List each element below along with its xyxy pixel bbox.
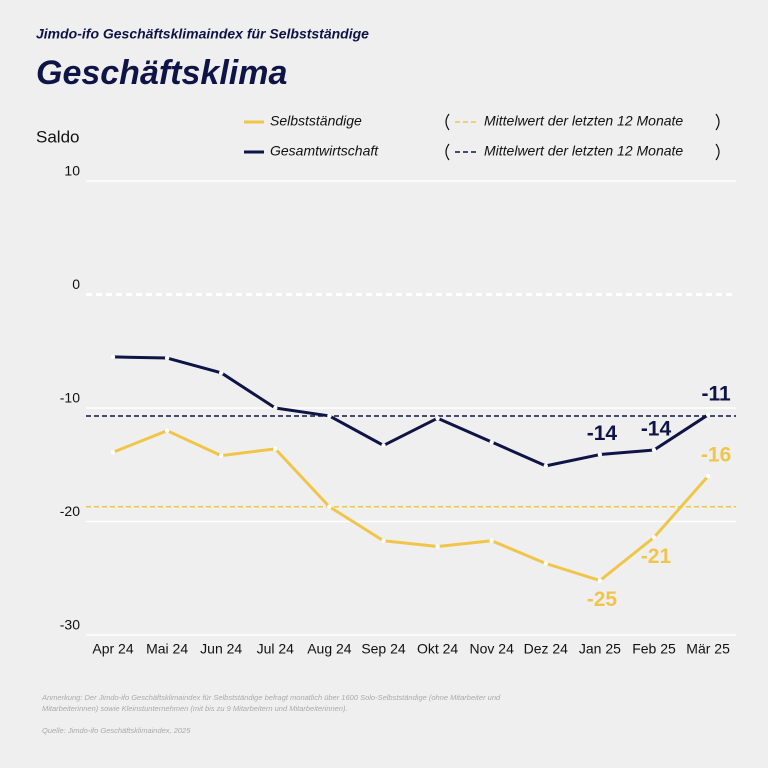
series-line — [112, 355, 709, 468]
data-label: -14 — [587, 422, 618, 445]
legend-label: Gesamtwirtschaft — [270, 143, 379, 159]
point — [705, 412, 711, 418]
chart-title: Geschäftsklima — [36, 54, 287, 92]
point — [164, 355, 170, 361]
x-tick-label: Dez 24 — [524, 641, 569, 657]
legend-label: Selbstständige — [270, 113, 362, 129]
series-line — [112, 429, 710, 583]
point — [219, 370, 224, 376]
point — [543, 463, 548, 469]
point — [327, 413, 332, 419]
x-tick-label: Jul 24 — [257, 641, 295, 657]
x-tick-label: Mär 25 — [686, 641, 730, 657]
point — [273, 446, 278, 452]
x-tick-label: Aug 24 — [307, 641, 352, 657]
point — [597, 452, 603, 457]
point — [543, 561, 548, 566]
legend-paren — [445, 143, 450, 161]
x-tick-label: Okt 24 — [417, 641, 458, 657]
y-tick-label: 10 — [64, 163, 80, 179]
legend-paren — [715, 113, 720, 131]
point — [597, 578, 603, 583]
point — [327, 504, 332, 509]
note: Mitarbeiterinnen) sowie Kleinstunternehm… — [42, 704, 348, 713]
legend-mean-label: Mittelwert der letzten 12 Monate — [484, 113, 683, 129]
point — [110, 354, 116, 360]
x-tick-label: Nov 24 — [470, 641, 515, 657]
legend-paren — [715, 143, 720, 161]
y-tick-label: -20 — [60, 503, 80, 519]
point — [489, 538, 494, 543]
data-label: -21 — [641, 545, 672, 568]
data-label: -14 — [641, 418, 672, 441]
point — [219, 453, 224, 458]
y-axis-label: Saldo — [36, 127, 79, 146]
legend-paren — [445, 113, 450, 131]
data-label: -11 — [701, 382, 731, 405]
source: Quelle: Jimdo-ifo Geschäftsklimaindex, 2… — [42, 726, 191, 735]
data-label: -25 — [587, 588, 618, 611]
note: Anmerkung: Der Jimdo-ifo Geschäftsklimai… — [41, 693, 501, 702]
x-tick-label: Jan 25 — [579, 641, 621, 657]
point — [435, 416, 440, 421]
point — [651, 447, 657, 453]
y-tick-label: -30 — [60, 617, 80, 633]
y-tick-label: 0 — [72, 276, 80, 292]
point — [110, 450, 116, 455]
x-tick-label: Apr 24 — [92, 641, 133, 657]
x-tick-label: Jun 24 — [200, 641, 242, 657]
x-tick-label: Mai 24 — [146, 641, 188, 657]
point — [489, 439, 494, 445]
legend-mean-label: Mittelwert der letzten 12 Monate — [484, 143, 683, 159]
point — [381, 443, 386, 448]
point — [381, 538, 386, 543]
point — [705, 473, 711, 479]
point — [164, 428, 170, 433]
point — [651, 535, 657, 540]
y-tick-label: -10 — [60, 390, 80, 406]
point — [435, 544, 440, 549]
x-tick-label: Feb 25 — [632, 641, 676, 657]
point — [273, 405, 278, 411]
data-label: -16 — [701, 444, 731, 467]
supertitle: Jimdo-ifo Geschäftsklimaindex für Selbst… — [36, 26, 369, 42]
x-tick-label: Sep 24 — [361, 641, 406, 657]
